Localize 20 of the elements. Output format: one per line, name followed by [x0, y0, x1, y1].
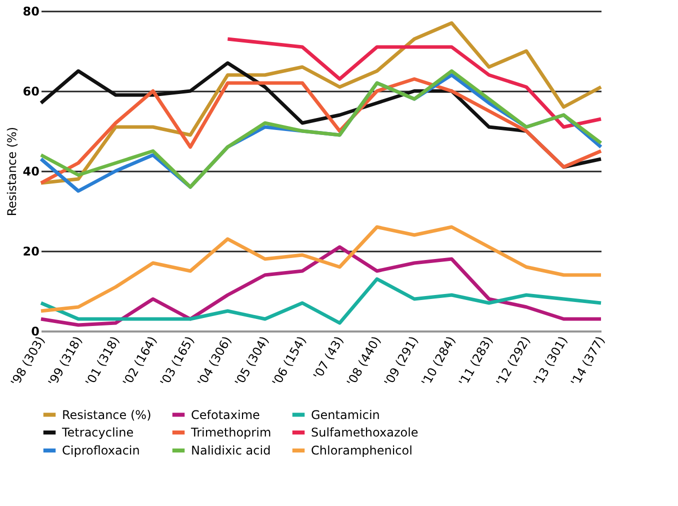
line-series	[39, 225, 603, 313]
legend-label: Gentamicin	[311, 408, 380, 422]
line-series	[39, 277, 603, 325]
line-series	[226, 37, 603, 129]
line-series	[39, 21, 603, 185]
y-tick-label: 40	[22, 164, 40, 178]
line-series	[39, 245, 603, 327]
legend-label: Sulfamethoxazole	[311, 426, 418, 440]
legend-label: Nalidixic acid	[191, 444, 271, 458]
legend-label: Cefotaxime	[191, 408, 260, 422]
y-axis-title: Resistance (%)	[4, 126, 19, 216]
legend-label: Trimethoprim	[190, 426, 272, 440]
legend-label: Chloramphenicol	[311, 444, 412, 458]
y-tick-label: 60	[22, 84, 40, 98]
y-tick-label: 80	[22, 4, 40, 18]
y-tick-label: 0	[31, 324, 40, 338]
y-tick-label: 20	[22, 244, 40, 258]
legend-label: Ciprofloxacin	[62, 444, 140, 458]
legend-label: Resistance (%)	[62, 408, 152, 422]
legend-label: Tetracycline	[61, 426, 134, 440]
